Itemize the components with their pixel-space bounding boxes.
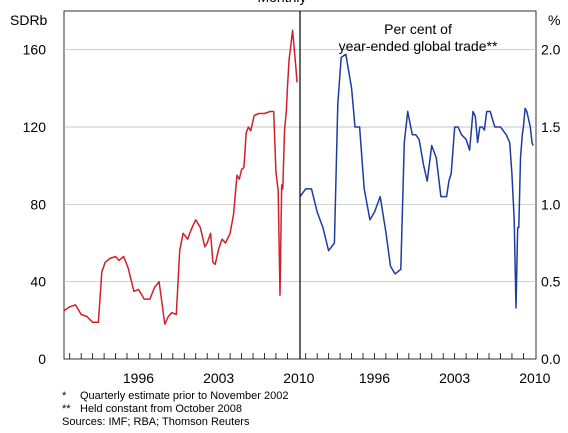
panel-title-1: Monthly: [257, 0, 306, 5]
ytick-label-1-4: 160: [23, 42, 47, 58]
y-unit-label-1: SDRb: [10, 12, 48, 28]
xtick-label-2-2: 2010: [519, 370, 550, 386]
ytick-label-2-1: 0.5: [541, 274, 561, 290]
y-unit-label-2: %: [548, 12, 560, 28]
ytick-label-2-0: 0.0: [541, 351, 561, 367]
xtick-label-2-1: 2003: [439, 370, 470, 386]
xtick-label-1-0: 1996: [123, 370, 154, 386]
footnote-2: ** Held constant from October 2008: [62, 403, 288, 416]
xtick-label-1-2: 2010: [283, 370, 314, 386]
series-line-2-1: [299, 53, 534, 309]
xtick-label-1-1: 2003: [203, 370, 234, 386]
panel-title-2-line-1: Per cent of: [384, 21, 452, 37]
footnote-1-mark: *: [62, 390, 67, 402]
footnote-1: * Quarterly estimate prior to November 20…: [62, 390, 288, 403]
footnote-2-text: Held constant from October 2008: [80, 403, 243, 415]
ytick-label-1-2: 80: [30, 196, 46, 212]
series-line-1-1: [63, 29, 298, 325]
ytick-label-2-2: 1.0: [541, 196, 561, 212]
ytick-label-1-0: 0: [38, 351, 46, 367]
sources-line: Sources: IMF; RBA; Thomson Reuters: [62, 416, 250, 428]
footnote-1-text: Quarterly estimate prior to November 200…: [80, 390, 289, 402]
ytick-label-2-4: 2.0: [541, 42, 561, 58]
chart-notes: * Quarterly estimate prior to November 20…: [62, 390, 288, 429]
ytick-label-1-1: 40: [30, 274, 46, 290]
xtick-label-2-0: 1996: [359, 370, 390, 386]
ytick-label-1-3: 120: [23, 119, 47, 135]
panel-title-2-line-2: year-ended global trade**: [339, 38, 498, 54]
footnote-2-mark: **: [62, 403, 71, 415]
ytick-label-2-3: 1.5: [541, 119, 561, 135]
